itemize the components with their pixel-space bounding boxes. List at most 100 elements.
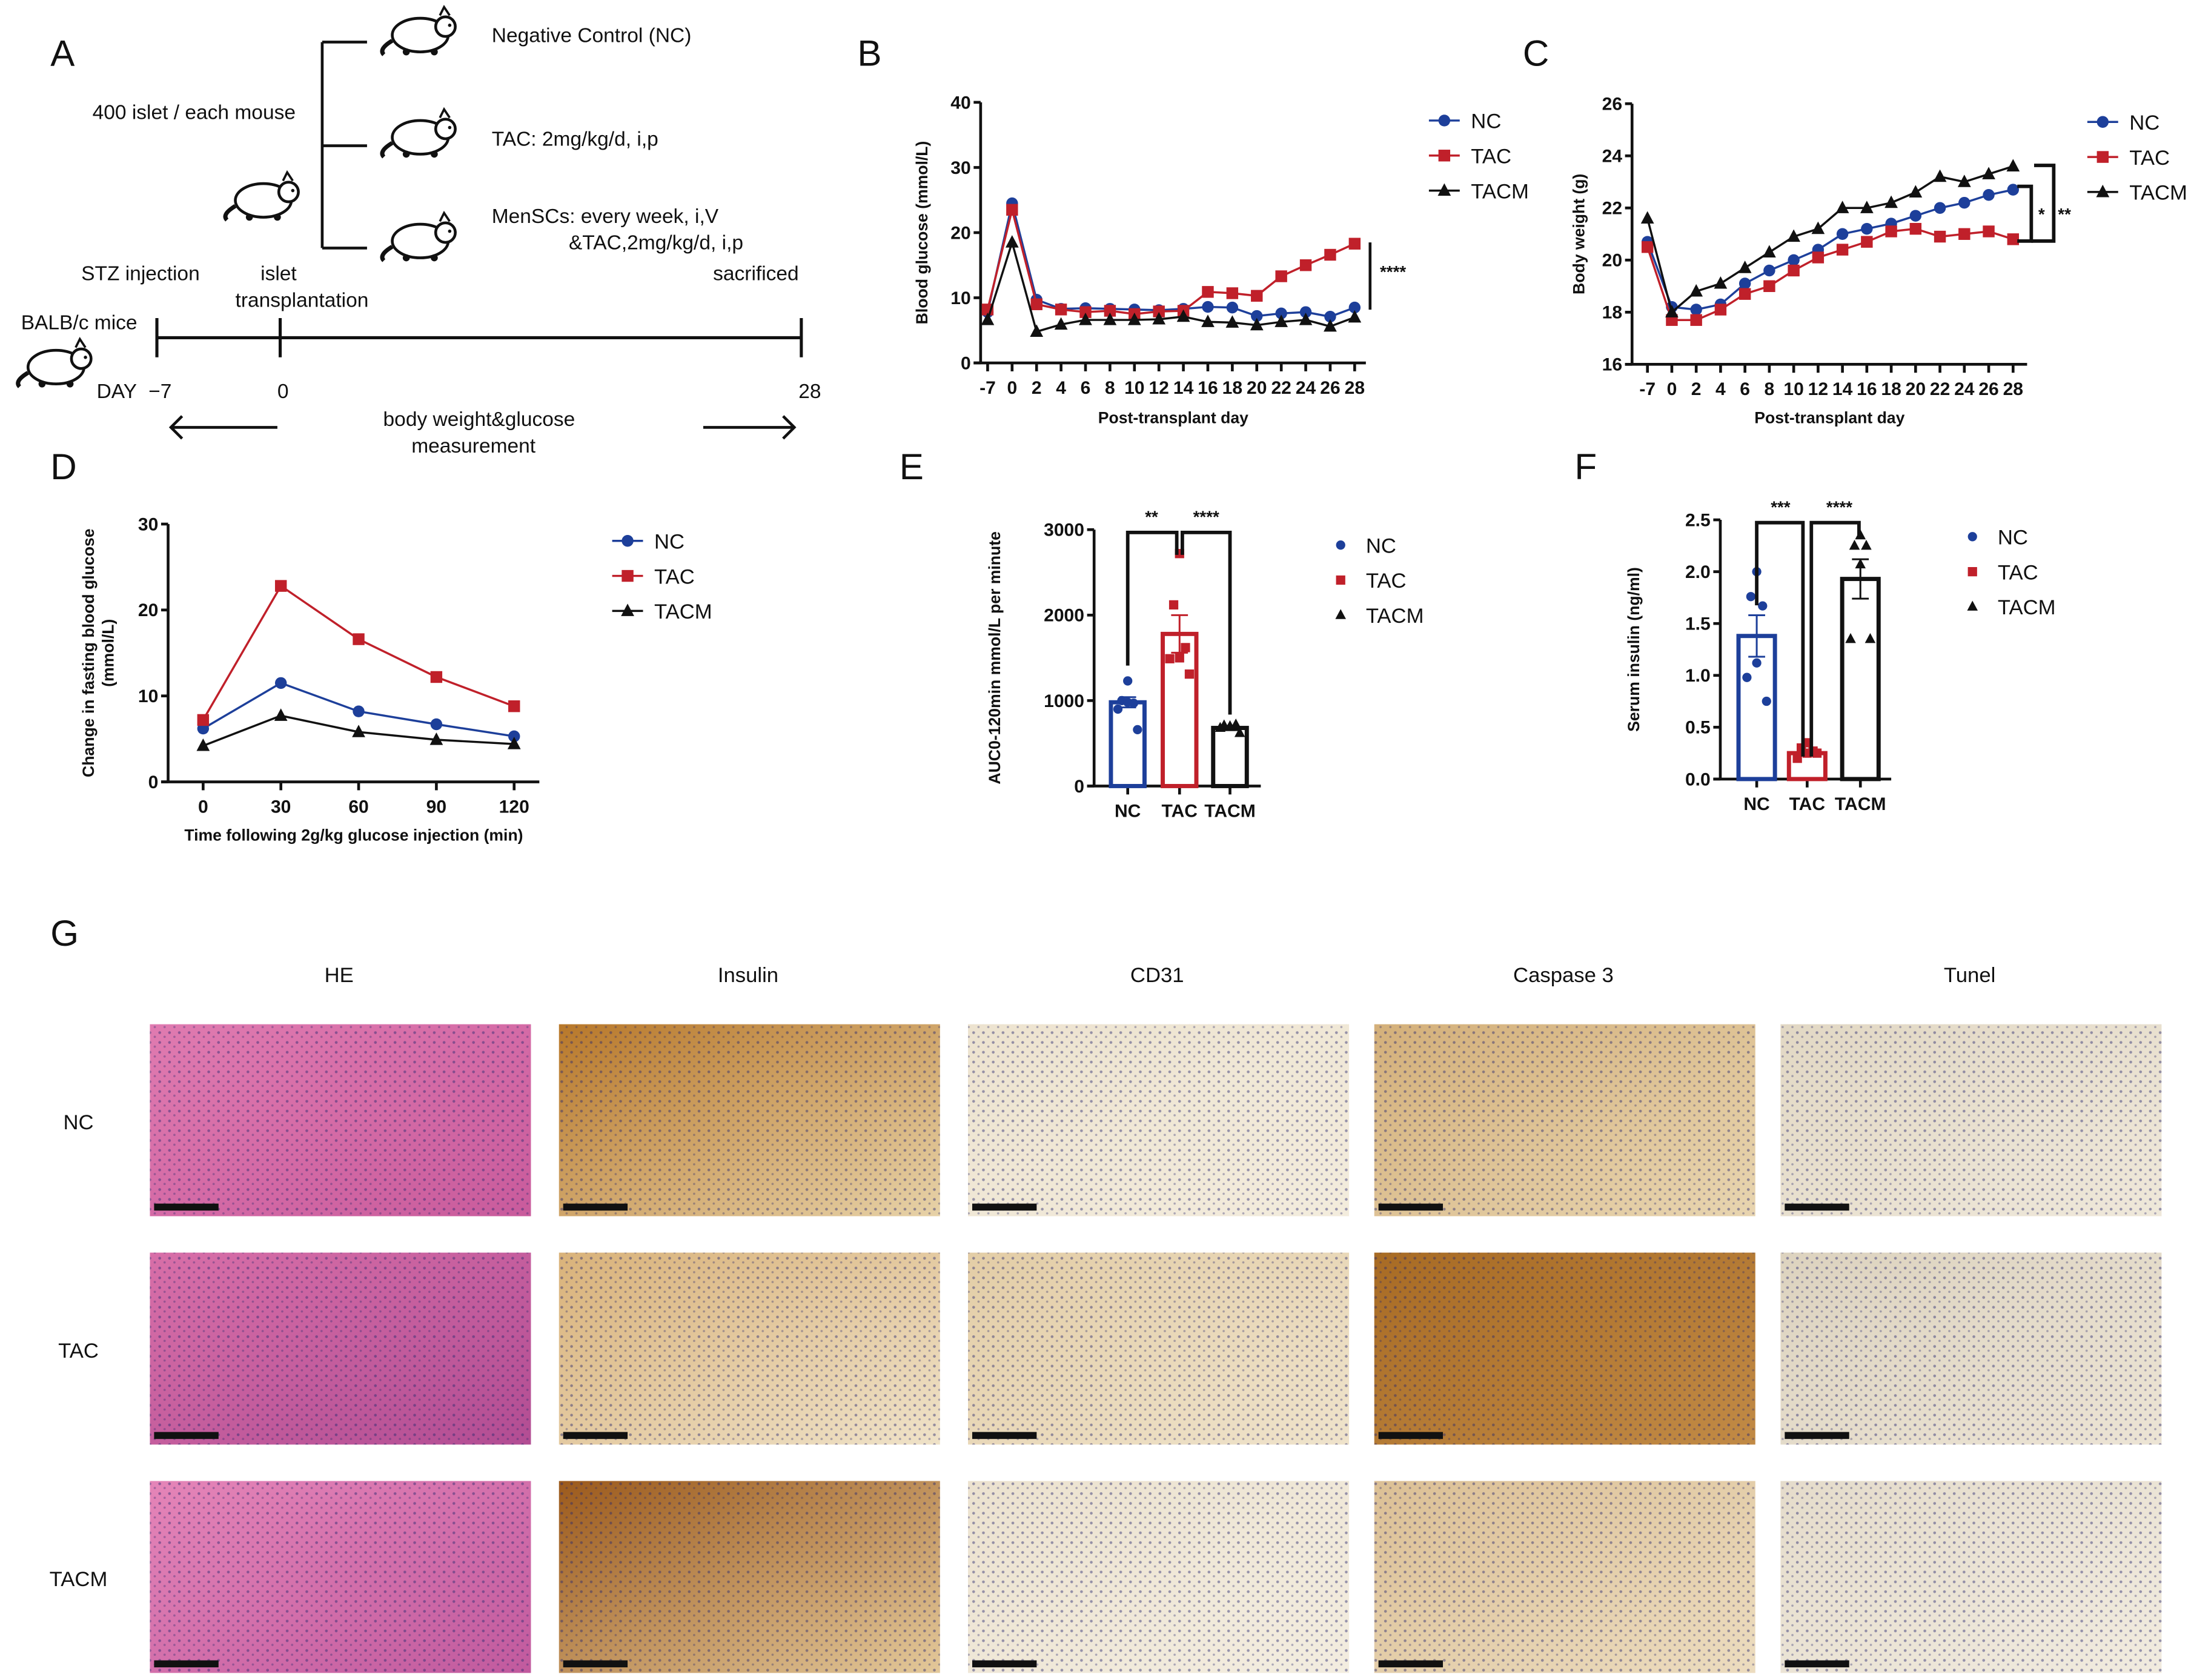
x-tick-label: TACM [1835, 794, 1886, 814]
data-point-nc [1788, 254, 1800, 267]
panel-label-e: E [900, 447, 924, 487]
scale-bar [563, 1203, 628, 1211]
data-point-tacm [274, 708, 288, 721]
y-tick-label: 0.5 [1685, 718, 1711, 738]
data-point-tacm [1982, 167, 1995, 179]
data-point-tacm [1152, 311, 1166, 325]
legend-label: TAC [1998, 561, 2038, 584]
legend-marker [1335, 609, 1347, 619]
sacrificed-label: sacrificed [713, 263, 799, 285]
data-point-nc [1958, 196, 1971, 209]
data-point-nc [1739, 277, 1751, 290]
data-point-tac [1958, 228, 1971, 240]
y-tick-label: 0 [1074, 777, 1084, 797]
y-tick-label: 0 [148, 772, 159, 792]
measurement-label-2: measurement [411, 435, 536, 457]
data-point-nc [1934, 202, 1946, 214]
y-tick-label: 2.0 [1685, 562, 1711, 582]
data-point-tac [1184, 669, 1195, 679]
legend-marker [622, 569, 634, 582]
legend-label: TAC [1366, 569, 1407, 593]
mouse-icon [382, 213, 456, 262]
data-point-nc [1324, 310, 1336, 323]
mice-label: BALB/c mice [21, 312, 138, 334]
legend-marker [1438, 115, 1451, 127]
data-point-nc [508, 730, 520, 743]
data-point-nc [1251, 310, 1263, 322]
data-point-tac [1104, 305, 1116, 317]
y-tick-label: 30 [950, 158, 970, 178]
micrograph-texture [150, 1252, 531, 1445]
data-point-tacm [1763, 245, 1776, 257]
legend-label: NC [654, 530, 684, 553]
x-tick-label: 24 [1954, 379, 1975, 399]
data-point-tac [1812, 748, 1822, 758]
data-point-tacm [1811, 221, 1825, 234]
data-point-tac [1641, 241, 1654, 253]
group-nc-label: Negative Control (NC) [492, 24, 692, 47]
data-point-nc [1123, 676, 1133, 686]
legend-marker [1967, 532, 1977, 542]
series-line-tacm [986, 238, 1355, 333]
micrograph-texture [150, 1024, 531, 1217]
data-point-nc [1909, 210, 1922, 222]
legend-marker [1336, 540, 1345, 550]
x-tick-label: 14 [1173, 378, 1194, 398]
legend-marker [1967, 600, 1978, 611]
column-header: HE [325, 964, 354, 987]
data-point-tac [197, 714, 210, 726]
data-point-tac [1934, 230, 1946, 243]
x-tick-label: 120 [499, 797, 529, 817]
column-header: Caspase 3 [1513, 964, 1614, 987]
legend-marker [1438, 150, 1451, 162]
group-tacm-label-2: &TAC,2mg/kg/d, i,p [569, 232, 743, 254]
x-tick-label: 16 [1198, 378, 1218, 398]
data-point-tacm [196, 738, 210, 751]
panel-label-b: B [857, 33, 881, 74]
data-point-tac [1299, 259, 1312, 271]
micrograph-texture [150, 1481, 531, 1673]
data-point-tacm [1855, 558, 1866, 569]
data-point-tac [1909, 222, 1922, 235]
scale-bar [154, 1203, 219, 1211]
x-tick-label: 2 [1032, 378, 1042, 398]
data-point-nc [1763, 264, 1775, 277]
legend-label: NC [1366, 534, 1396, 557]
data-point-tacm [1860, 201, 1874, 213]
data-point-tacm [1689, 284, 1703, 297]
data-point-tac [1181, 643, 1190, 652]
day-zero-label: 0 [277, 380, 289, 403]
x-tick-label: TAC [1161, 801, 1198, 821]
legend-marker [2097, 151, 2109, 163]
data-point-nc [1758, 601, 1768, 611]
legend-label: TACM [1471, 180, 1529, 203]
data-point-tac [1885, 225, 1897, 237]
x-tick-label: TAC [1789, 794, 1826, 814]
significance-bracket [1125, 530, 1232, 715]
legend-label: TACM [654, 600, 712, 623]
data-point-tac [1055, 304, 1067, 316]
y-tick-label: 1.0 [1685, 666, 1711, 686]
data-point-tac [1714, 304, 1727, 316]
legend-label: TACM [1998, 596, 2056, 619]
legend-marker [1336, 575, 1345, 585]
y-tick-label: 0.0 [1685, 769, 1711, 789]
row-label: NC [63, 1111, 93, 1134]
data-point-tacm [1230, 718, 1242, 729]
x-tick-label: 6 [1740, 379, 1750, 399]
significance-label: *** [1771, 497, 1791, 516]
day-label: DAY [97, 380, 137, 403]
significance-label: **** [1380, 262, 1406, 281]
micrograph-texture [968, 1481, 1350, 1673]
error-bar [1171, 614, 1188, 654]
x-tick-label: 12 [1808, 379, 1828, 399]
error-bar [1748, 614, 1765, 658]
significance-label: * [2038, 205, 2045, 224]
x-tick-label: 18 [1222, 378, 1242, 398]
panel-label-a: A [50, 33, 75, 74]
x-tick-label: 22 [1271, 378, 1291, 398]
data-point-nc [1983, 189, 1995, 201]
legend-label: NC [1998, 526, 2028, 549]
row-label: TAC [58, 1340, 99, 1363]
data-point-tacm [1865, 632, 1876, 643]
